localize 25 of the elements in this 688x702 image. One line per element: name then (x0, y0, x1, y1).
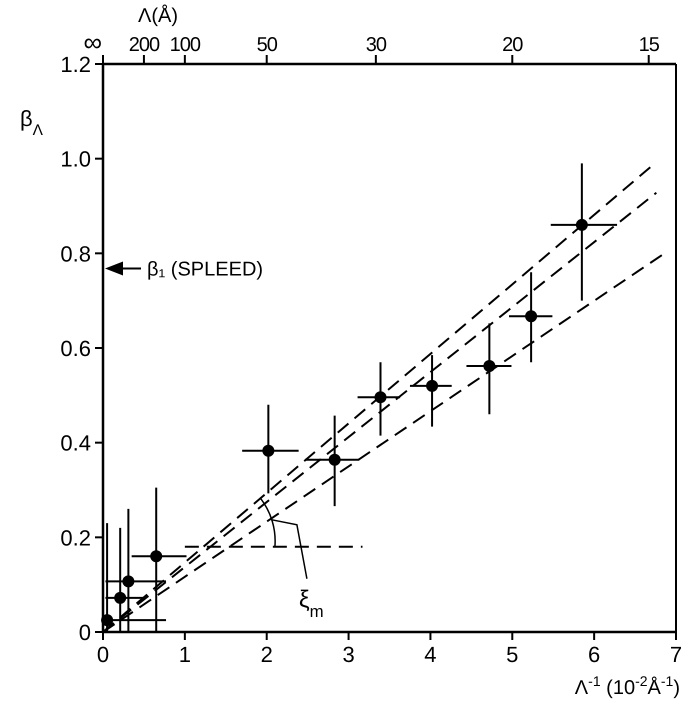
x-tick-label: 4 (424, 642, 437, 667)
y-tick-label: 0.6 (60, 336, 91, 361)
text: 30 (366, 34, 387, 56)
text: 20 (502, 34, 524, 56)
text: 50 (256, 34, 278, 56)
x-axis-title: Λ$^{-1}$ (10$^{-2}$Å$^{-1}$) (574, 673, 680, 699)
x-tick-label: 7 (670, 642, 682, 667)
y-tick-label: 0.2 (60, 525, 91, 550)
x-tick-label: 6 (588, 642, 600, 667)
y-tick-label: 0 (78, 620, 91, 645)
y-axis-title: β$_{Λ}$ (20, 106, 44, 138)
x-tick-label: 3 (342, 642, 355, 667)
x-tick-label: 2 (260, 642, 273, 667)
text: 100 (170, 34, 201, 56)
y-tick-label: 0.8 (60, 241, 91, 266)
x2-axis-title: Λ(Å) (138, 4, 178, 27)
text: 200 (128, 34, 160, 56)
annotation: β₁ (SPLEED) (147, 258, 264, 280)
x-tick-label: 1 (178, 642, 191, 667)
y-tick-label: 0.4 (60, 430, 91, 456)
x-tick-label: 5 (506, 642, 518, 667)
annotation: ξ$_{m}$ (298, 586, 324, 620)
x-tick-label: 0 (96, 642, 110, 667)
text: 15 (638, 34, 660, 56)
y-tick-label: 1.0 (60, 146, 91, 172)
